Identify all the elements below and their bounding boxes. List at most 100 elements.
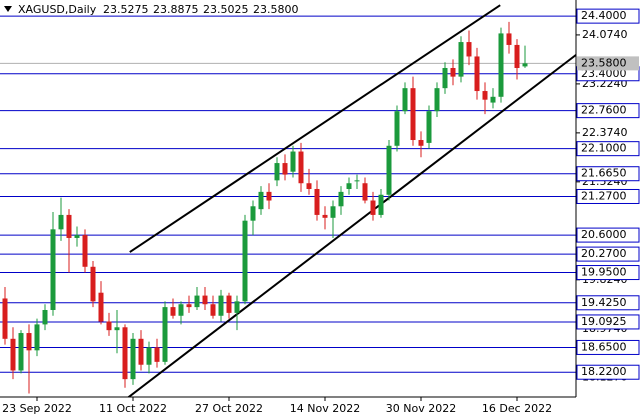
candle-body [466, 42, 472, 57]
candle-body [514, 44, 520, 68]
candle-body [506, 33, 512, 45]
candle-body [34, 324, 40, 351]
candle-body [210, 304, 216, 316]
candle-body [378, 194, 384, 215]
candle-body [482, 91, 488, 100]
candle-body [298, 151, 304, 184]
level-label-box [576, 8, 640, 24]
candle-body [306, 183, 312, 189]
level-label-box [576, 265, 640, 281]
candle-body [426, 111, 432, 143]
candle-body [258, 191, 264, 210]
trendline [129, 4, 501, 253]
level-label: 18.6500 [581, 340, 627, 353]
candle-body [170, 307, 176, 316]
candle-body [178, 304, 184, 316]
candle-body [202, 295, 208, 305]
candle-body [394, 111, 400, 146]
candle-body [154, 347, 160, 362]
candle-body [402, 88, 408, 112]
candle-body [58, 214, 64, 230]
candle-body [386, 145, 392, 195]
candle-body [266, 191, 272, 201]
plot-area [0, 4, 576, 397]
level-label-box [576, 246, 640, 262]
level-label: 19.9500 [581, 266, 627, 279]
candle-body [98, 292, 104, 322]
candle-body [354, 180, 360, 182]
candle-body [338, 191, 344, 207]
candle-body [90, 266, 96, 302]
ohlc-low: 23.5025 [203, 3, 249, 16]
candle-body [66, 214, 72, 238]
candle-body [314, 188, 320, 215]
candle-body [474, 56, 480, 92]
candle-body [442, 67, 448, 89]
candle-body [250, 206, 256, 221]
level-label: 22.7600 [581, 104, 627, 117]
candle-body [50, 229, 56, 310]
x-tick-label: 14 Nov 2022 [290, 402, 360, 415]
candle-body [2, 298, 8, 339]
candle-body [138, 338, 144, 365]
candle-body [322, 214, 328, 218]
x-tick-label: 11 Oct 2022 [99, 402, 167, 415]
candle-body [10, 338, 16, 371]
x-tick-label: 23 Sep 2022 [2, 402, 72, 415]
level-label-box [576, 166, 640, 182]
candle-body [114, 327, 120, 331]
menu-arrow[interactable] [4, 6, 12, 12]
level-label: 21.2700 [581, 189, 627, 202]
candle-body [226, 295, 232, 313]
level-label: 21.6650 [581, 167, 627, 180]
y-tick-label: 24.0740 [582, 28, 628, 41]
candle-body [242, 220, 248, 302]
trendline [127, 53, 576, 397]
x-tick-label: 27 Oct 2022 [195, 402, 263, 415]
candle-body [458, 42, 464, 77]
chart-symbol: XAGUSD,Daily [18, 3, 97, 16]
level-label: 20.6000 [581, 228, 627, 241]
candle-body [234, 301, 240, 313]
level-label-box [576, 141, 640, 157]
x-tick-label: 30 Nov 2022 [386, 402, 456, 415]
candle-body [274, 163, 280, 181]
level-label-box [576, 188, 640, 204]
candle-body [418, 140, 424, 146]
candle-body [498, 33, 504, 97]
candle-body [122, 327, 128, 380]
candle-body [410, 88, 416, 141]
candle-body [434, 88, 440, 112]
candle-body [290, 151, 296, 172]
candle-body [146, 347, 152, 365]
candle-body [74, 235, 80, 238]
candle-body [26, 333, 32, 351]
level-label: 19.4250 [581, 296, 627, 309]
y-tick-label: 22.3740 [582, 126, 628, 139]
level-label-box [576, 314, 640, 330]
candle-body [218, 295, 224, 316]
ohlc-close: 23.5800 [253, 3, 299, 16]
ohlc-open: 23.5275 [103, 3, 149, 16]
level-label: 22.1000 [581, 142, 627, 155]
level-label: 19.0925 [581, 315, 627, 328]
level-label-box [576, 295, 640, 311]
level-label-box [576, 339, 640, 355]
candle-body [490, 96, 496, 103]
candle-body [346, 183, 352, 189]
candle-body [450, 67, 456, 77]
ohlc-high: 23.8875 [153, 3, 199, 16]
current-price-label: 23.5800 [581, 56, 627, 69]
candle-body [162, 307, 168, 362]
candle-body [18, 333, 24, 371]
candle-body [186, 304, 192, 308]
level-label: 24.4000 [581, 9, 627, 22]
level-label-box [576, 103, 640, 119]
candle-body [282, 163, 288, 175]
candle-body [42, 309, 48, 325]
level-label: 20.2700 [581, 247, 627, 260]
candle-body [82, 235, 88, 267]
level-label: 18.2200 [581, 365, 627, 378]
